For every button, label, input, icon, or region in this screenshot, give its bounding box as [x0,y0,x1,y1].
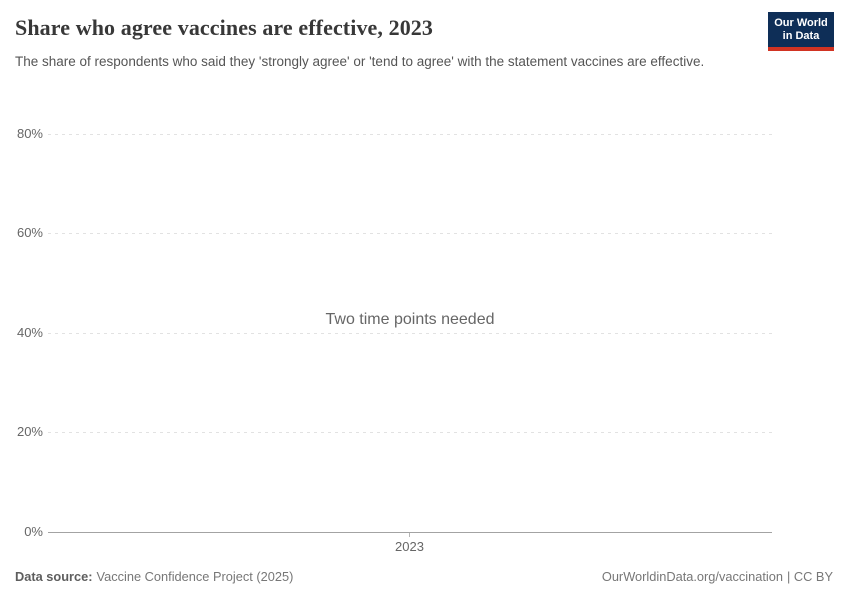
data-source-label: Data source: [15,569,93,584]
y-axis-tick-label: 20% [16,424,43,439]
chart-subtitle: The share of respondents who said they '… [15,54,705,69]
data-source-value: Vaccine Confidence Project (2025) [96,569,294,584]
chart-footer: Data source: Vaccine Confidence Project (… [15,569,833,584]
gridline [48,233,772,234]
gridline [48,333,772,334]
data-source: Data source: Vaccine Confidence Project (… [15,569,293,584]
gridline [48,134,772,135]
y-axis-tick-label: 0% [24,524,43,539]
x-axis-line [48,532,772,533]
y-axis-tick-label: 60% [16,225,43,240]
x-axis-tick-mark [409,533,410,537]
y-axis-tick-label: 80% [16,126,43,141]
license-text: | CC BY [787,569,833,584]
y-axis-tick-label: 40% [16,325,43,340]
owid-logo-line2: in Data [782,30,820,42]
footer-attribution: OurWorldinData.org/vaccination | CC BY [602,569,833,584]
owid-logo[interactable]: Our World in Data [768,12,834,51]
owid-logo-line1: Our World [774,17,828,29]
owid-url-link[interactable]: OurWorldinData.org/vaccination [601,569,783,584]
x-axis-tick-label: 2023 [395,539,424,554]
gridline [48,432,772,433]
empty-state-message: Two time points needed [325,311,495,328]
chart-title: Share who agree vaccines are effective, … [15,15,434,40]
